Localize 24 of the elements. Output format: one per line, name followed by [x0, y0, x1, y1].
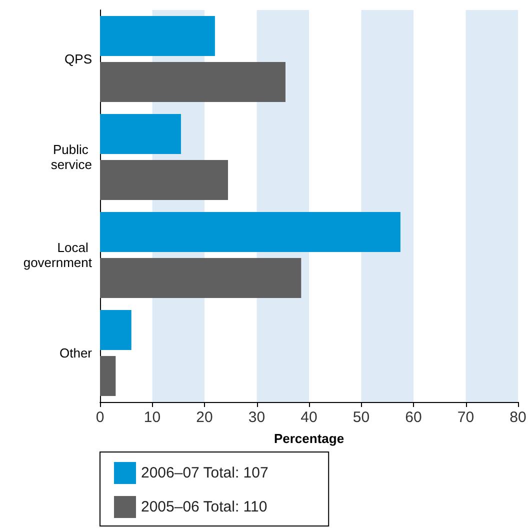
legend-label: 2005–06 Total: 110 [141, 498, 268, 516]
bar [100, 356, 116, 396]
y-tick-label: Other [59, 346, 93, 360]
x-tick-label: 20 [196, 409, 213, 426]
bar [100, 62, 286, 102]
y-tick-label: Public service [50, 142, 92, 172]
bar [100, 258, 302, 298]
bar [100, 16, 215, 56]
x-tick-label: 10 [144, 409, 161, 426]
bar [100, 212, 400, 252]
x-tick-label: 80 [510, 409, 526, 426]
x-tick-label: 60 [405, 409, 422, 426]
y-tick-label: QPS [64, 52, 92, 66]
x-tick-label: 30 [248, 409, 266, 426]
y-tick-label: Local government [23, 240, 92, 270]
bar [100, 160, 228, 200]
x-tick-label: 70 [457, 409, 474, 426]
x-tick-label: 50 [352, 409, 370, 426]
x-axis-title: Percentage [274, 431, 344, 446]
bar [100, 114, 181, 154]
legend-label: 2006–07 Total: 107 [141, 464, 268, 482]
bar [100, 310, 132, 350]
x-tick-label: 40 [300, 409, 318, 426]
x-tick-label: 0 [96, 409, 104, 426]
